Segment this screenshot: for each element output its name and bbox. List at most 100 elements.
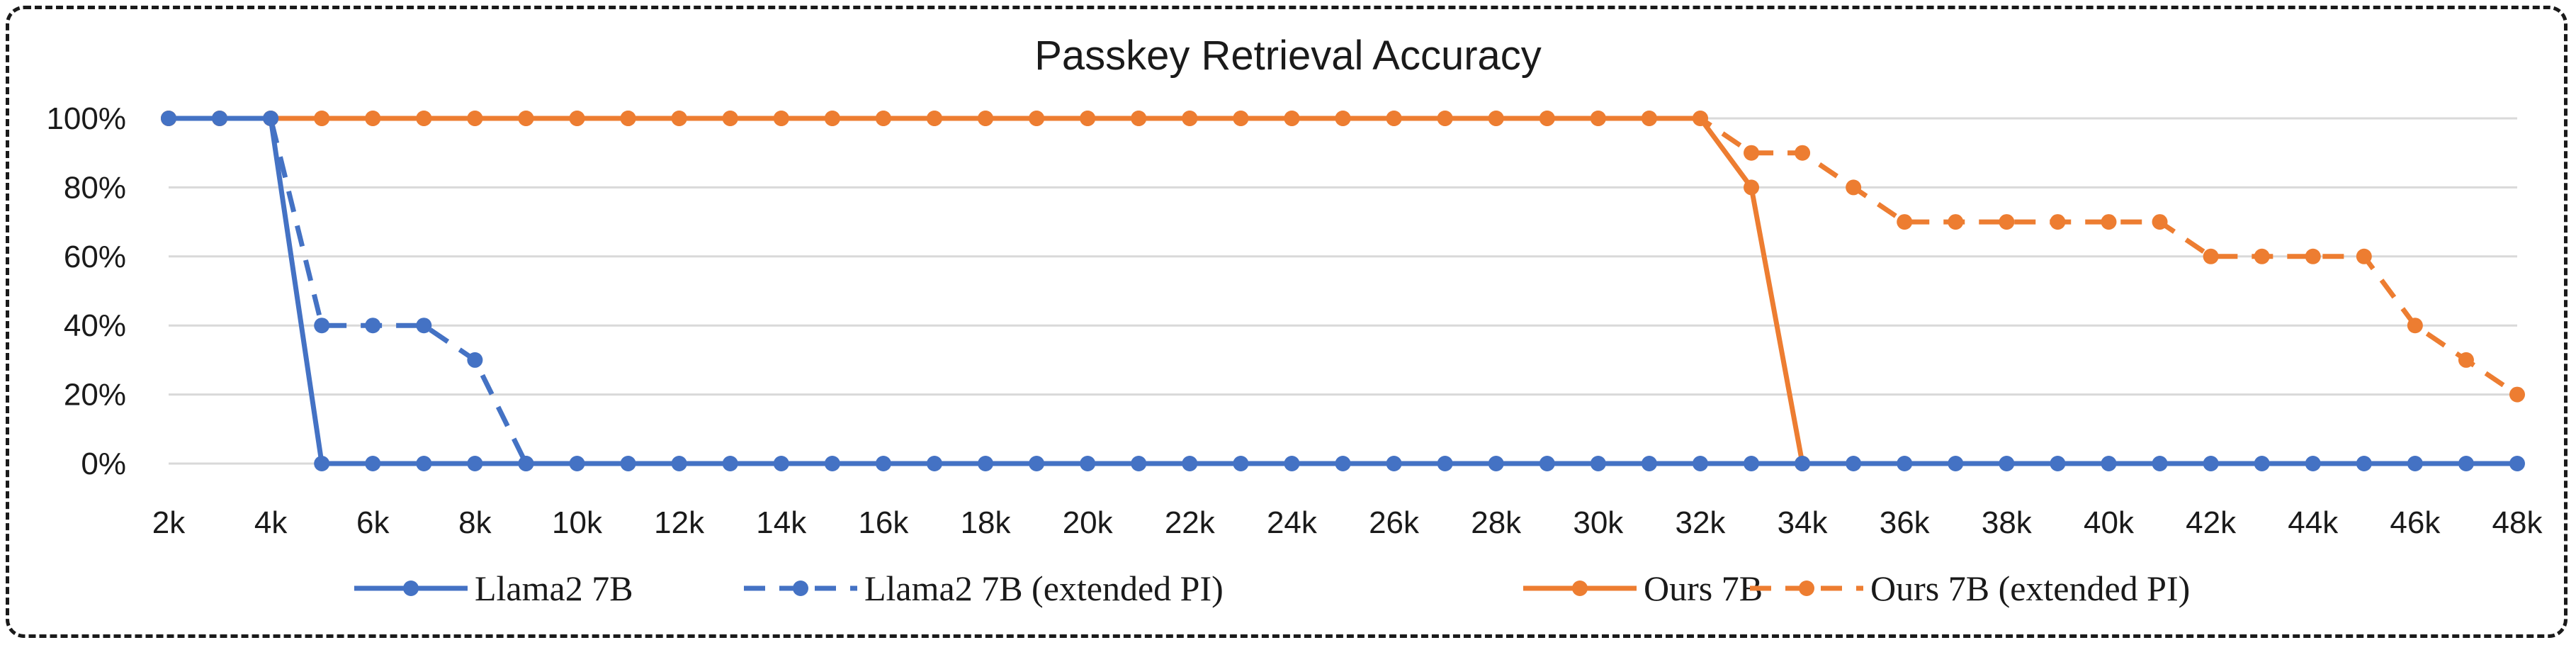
x-tick-label: 12k [654,505,705,540]
x-axis: 2k 4k 6k 8k 10k 12k 14k 16k 18k 20k 22k 24k 26k 28k 30… [152,505,2543,540]
data-point [2509,386,2525,403]
data-point [1948,214,1964,230]
x-tick-label: 20k [1063,505,1114,540]
series-ours-7b-extended-pi [161,111,2525,403]
legend-item: Llama2 7B [354,568,633,608]
data-point [2305,456,2321,471]
y-tick-label: 60% [64,240,126,274]
data-point [1641,111,1657,126]
x-tick-label: 48k [2492,505,2543,540]
data-point [875,111,891,126]
legend-label: Ours 7B (extended PI) [1870,568,2190,608]
x-tick-label: 16k [858,505,909,540]
data-point [1131,456,1147,471]
data-point [1999,456,2015,471]
data-point [1284,456,1300,471]
data-point [1488,111,1504,126]
data-point [2203,456,2219,471]
data-point [620,456,636,471]
x-tick-label: 22k [1165,505,1216,540]
data-point [1233,456,1249,471]
y-axis: 0% 20% 40% 60% 80% 100% [46,101,126,481]
series-line [169,116,2517,466]
data-point [161,111,176,126]
data-point [467,352,483,368]
data-point [2254,248,2270,264]
data-point [1335,111,1351,126]
data-point [1029,456,1045,471]
x-tick-label: 18k [961,505,1012,540]
data-point [722,456,738,471]
data-point [978,456,994,471]
x-tick-label: 4k [254,505,288,540]
data-point [467,111,483,126]
data-point [1131,111,1147,126]
data-point [1641,456,1657,471]
data-point [1744,179,1760,196]
x-tick-label: 28k [1471,505,1522,540]
data-point [1846,456,1862,471]
data-point [722,111,738,126]
legend-item: Llama2 7B (extended PI) [744,568,1224,608]
data-point [773,111,789,126]
data-point [365,111,381,126]
data-point [1590,456,1606,471]
data-point [2203,248,2219,264]
series-line [169,116,1805,464]
series-ours-7b [161,111,1811,471]
data-point [2305,248,2321,264]
legend-item: Ours 7B [1523,568,1763,608]
data-point [1488,456,1504,471]
x-tick-label: 42k [2186,505,2237,540]
data-point [416,318,432,334]
data-point [1744,456,1760,471]
data-point [824,456,840,471]
data-point [1080,111,1096,126]
data-point [978,111,994,126]
gridlines [169,117,2517,465]
data-point [263,111,279,126]
data-point [314,111,330,126]
data-point [2101,456,2117,471]
data-point [2050,214,2066,230]
legend-marker [793,580,808,596]
legend-marker [403,580,419,596]
x-tick-label: 2k [152,505,186,540]
legend-label: Llama2 7B [475,568,633,608]
x-tick-label: 10k [552,505,603,540]
x-tick-label: 32k [1675,505,1726,540]
series-llama2-7b [161,111,2525,471]
data-point [1795,456,1811,471]
data-point [518,456,534,471]
y-tick-label: 100% [46,101,126,136]
data-point [1029,111,1045,126]
legend-marker [1572,580,1588,596]
legend-label: Llama2 7B (extended PI) [864,568,1224,608]
data-point [1846,179,1862,196]
legend-marker [1799,580,1814,596]
x-tick-label: 36k [1880,505,1931,540]
x-tick-label: 26k [1369,505,1420,540]
data-point [2407,456,2423,471]
data-point [1182,456,1198,471]
y-tick-label: 0% [81,447,126,481]
x-tick-label: 8k [458,505,492,540]
data-point [1897,214,1913,230]
data-point [2407,318,2423,334]
series-llama2-7b-extended-pi [161,111,534,471]
y-tick-label: 80% [64,170,126,205]
data-point [569,111,585,126]
data-point [314,318,330,334]
data-point [1744,145,1760,161]
data-point [1795,145,1811,161]
data-point [365,456,381,471]
legend-label: Ours 7B [1644,568,1763,608]
data-point [1386,456,1402,471]
data-point [1284,111,1300,126]
data-point [1437,111,1453,126]
data-point [926,111,942,126]
data-point [671,111,687,126]
x-tick-label: 6k [356,505,390,540]
data-point [1386,111,1402,126]
